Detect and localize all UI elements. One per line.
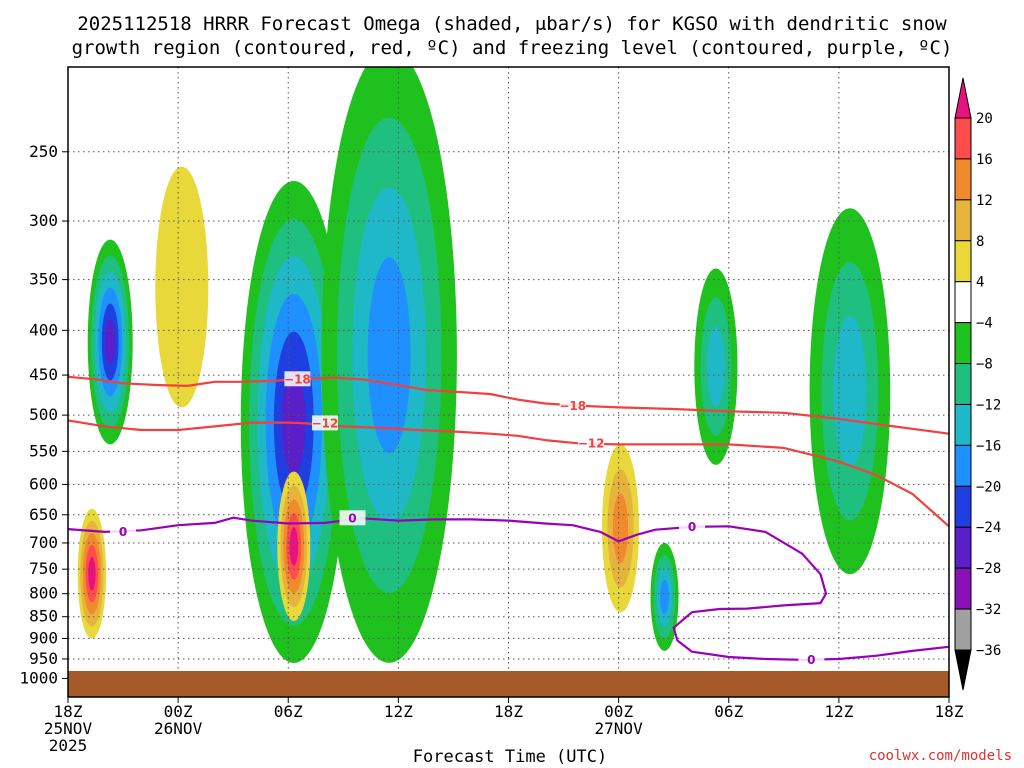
colorbar-swatch-11 — [954, 567, 972, 610]
x-tick-label-30-line2: 27NOV — [595, 719, 644, 738]
y-tick-label-650: 650 — [29, 505, 58, 524]
colorbar-label-9: −20 — [976, 479, 1001, 495]
omega-lift-12z-27nov-level-2 — [833, 315, 867, 467]
y-tick-label-700: 700 — [29, 533, 58, 552]
colorbar-label-6: −8 — [976, 357, 993, 373]
colorbar-swatch-5 — [954, 322, 972, 365]
freezing-level-0C-label-1: 0 — [348, 511, 356, 525]
omega-upper-sink-early-level-0 — [155, 166, 209, 408]
y-tick-label-400: 400 — [29, 320, 58, 339]
colorbar-label-13: −36 — [976, 643, 1001, 659]
dgz-minus12-label-bg-1 — [578, 435, 605, 451]
x-tick-label-24-line1: 18Z — [494, 702, 523, 721]
temperature-contours: −18 −18 −12 −12 0 0 0 0 — [68, 371, 949, 667]
dgz-minus18-line — [68, 375, 949, 435]
colorbar-swatch-1 — [954, 158, 972, 201]
y-tick-label-350: 350 — [29, 270, 58, 289]
chart-title-line-1: 2025112518 HRRR Forecast Omega (shaded, … — [77, 13, 947, 35]
freezing-level-0C-label-3: 0 — [807, 653, 815, 667]
dgz-minus12-label-0: −12 — [312, 416, 339, 430]
y-tick-label-500: 500 — [29, 405, 58, 424]
x-tick-label-0-line1: 18Z — [54, 702, 83, 721]
y-tick-label-550: 550 — [29, 441, 58, 460]
grid-lines — [68, 67, 949, 697]
x-tick-label-18-line1: 12Z — [384, 702, 413, 721]
omega-lift-06z-mid-level-2 — [707, 326, 725, 408]
freezing-level-0C-label-bg-2 — [679, 518, 706, 534]
colorbar-swatch-10 — [954, 526, 972, 569]
omega-sink-12z-low-level-4 — [289, 526, 299, 566]
y-tick-label-850: 850 — [29, 607, 58, 626]
dgz-minus12-line — [68, 419, 949, 528]
y-axis-pressure: 250 300 350 400 450 500 550 600 650 700 750 800 850 9… — [19, 142, 68, 687]
y-tick-label-250: 250 — [29, 142, 58, 161]
dgz-minus18-label-0: −18 — [284, 372, 311, 386]
plot-area: −18 −18 −12 −12 0 0 0 0 — [67, 66, 950, 698]
colorbar-label-3: 8 — [976, 234, 984, 250]
dgz-minus18-label-bg-1 — [559, 397, 586, 413]
colorbar-label-1: 16 — [976, 152, 993, 168]
y-tick-label-950: 950 — [29, 649, 58, 668]
colorbar-swatch-7 — [954, 403, 972, 446]
colorbar-swatch-6 — [954, 363, 972, 405]
omega-early-lift-column-level-5 — [105, 319, 116, 365]
y-tick-label-450: 450 — [29, 365, 58, 384]
colorbar-label-7: −12 — [976, 397, 1001, 413]
colorbar-label-4: 4 — [976, 275, 984, 291]
y-tick-label-300: 300 — [29, 211, 58, 230]
colorbar-label-11: −28 — [976, 561, 1001, 577]
colorbar-top-arrow — [954, 77, 972, 119]
x-tick-label-0-line3: 2025 — [49, 736, 88, 755]
dgz-minus18-label-1: −18 — [559, 399, 586, 413]
dgz-minus12-label-1: −12 — [578, 437, 605, 451]
freezing-level-0C-label-bg-3 — [798, 651, 825, 667]
x-tick-label-42-line1: 12Z — [824, 702, 853, 721]
x-tick-label-6-line2: 26NOV — [154, 719, 203, 738]
omega-early-sink-low-level-4 — [88, 556, 96, 591]
colorbar-label-5: −4 — [976, 316, 993, 332]
colorbar-swatch-8 — [954, 444, 972, 487]
colorbar-swatch-2 — [954, 199, 972, 242]
dgz-minus12-label-bg-0 — [311, 415, 338, 431]
colorbar-bottom-arrow — [954, 649, 972, 691]
y-tick-label-900: 900 — [29, 628, 58, 647]
freezing-level-0C-label-bg-0 — [110, 523, 137, 539]
colorbar-label-10: −24 — [976, 520, 1001, 536]
x-tick-label-48-line1: 18Z — [935, 702, 964, 721]
colorbar-swatch-3 — [954, 240, 972, 283]
colorbar-label-8: −16 — [976, 438, 1001, 454]
colorbar-label-0: 20 — [976, 111, 993, 127]
omega-colorbar: 20 16 12 8 4 −4 −8 −12 −16 −20 −24 −28 −32 −36 — [954, 77, 1001, 691]
freezing-level-0C-label-2: 0 — [688, 520, 696, 534]
colorbar-swatch-0 — [954, 117, 972, 160]
colorbar-label-12: −32 — [976, 602, 1001, 618]
y-tick-label-600: 600 — [29, 474, 58, 493]
terrain-band — [68, 671, 949, 697]
colorbar-swatch-9 — [954, 485, 972, 528]
y-tick-label-750: 750 — [29, 559, 58, 578]
x-tick-label-12-line1: 06Z — [274, 702, 303, 721]
colorbar-label-2: 12 — [976, 193, 993, 209]
x-axis-title: Forecast Time (UTC) — [413, 747, 607, 767]
omega-sink-00z-27nov-level-2 — [612, 493, 629, 563]
y-tick-label-800: 800 — [29, 584, 58, 603]
freezing-level-0C-label-bg-1 — [339, 510, 366, 526]
x-tick-label-6-line1: 00Z — [164, 702, 193, 721]
colorbar-swatch-12 — [954, 608, 972, 651]
omega-lift-28h-low-level-3 — [660, 579, 669, 615]
omega-lift-broad-13z-21z-level-3 — [367, 257, 411, 454]
credit-link[interactable]: coolwx.com/models — [869, 748, 1012, 764]
dgz-minus18-label-bg-0 — [284, 371, 311, 387]
y-tick-label-1000: 1000 — [19, 668, 58, 687]
x-tick-label-0-line2: 25NOV — [44, 719, 93, 738]
freezing-level-0C-label-0: 0 — [119, 525, 127, 539]
colorbar-swatch-4 — [954, 281, 972, 324]
chart-title-line-2: growth region (contoured, red, ºC) and f… — [72, 37, 953, 59]
x-tick-label-30-line1: 00Z — [604, 702, 633, 721]
x-tick-label-36-line1: 06Z — [714, 702, 743, 721]
